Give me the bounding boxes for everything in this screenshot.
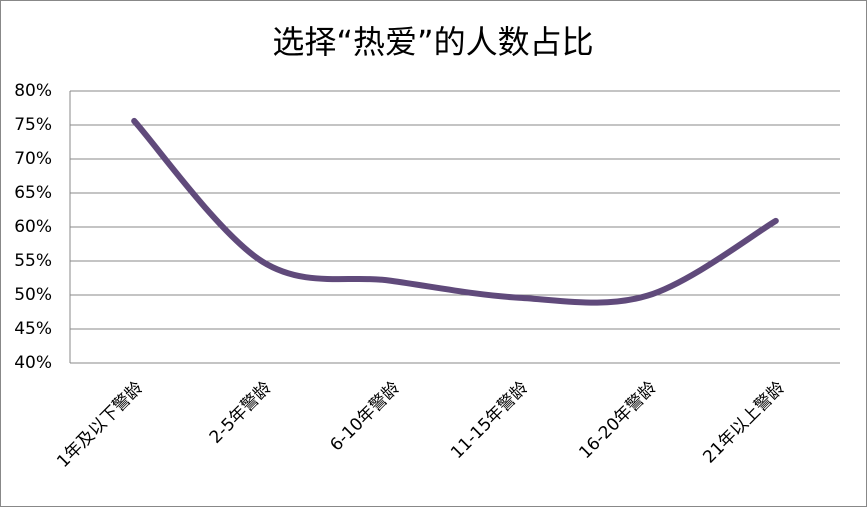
- y-tick-label: 40%: [14, 353, 52, 373]
- y-tick-label: 75%: [14, 115, 52, 135]
- y-tick-label: 80%: [14, 81, 52, 101]
- data-line: [131, 117, 779, 306]
- y-tick-label: 70%: [14, 149, 52, 169]
- y-tick-label: 65%: [14, 183, 52, 203]
- y-tick-label: 55%: [14, 251, 52, 271]
- y-tick-label: 60%: [14, 217, 52, 237]
- y-tick-label: 50%: [14, 285, 52, 305]
- chart-title: 选择“热爱”的人数占比: [272, 23, 593, 61]
- y-tick-label: 45%: [14, 319, 52, 339]
